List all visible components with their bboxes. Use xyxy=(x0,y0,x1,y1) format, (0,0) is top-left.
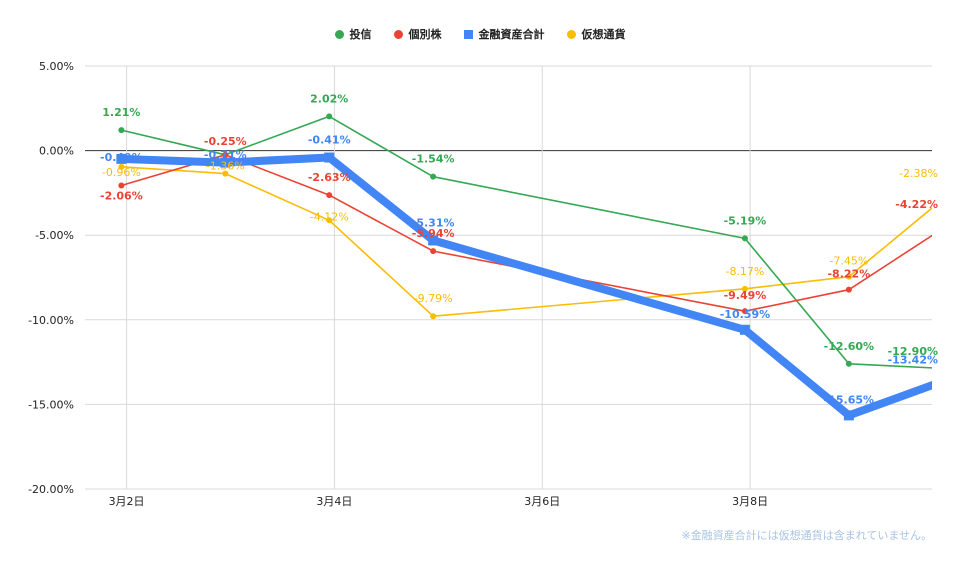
y-tick-label: 0.00% xyxy=(39,145,74,158)
data-label: -0.71% xyxy=(204,149,247,162)
data-label: -0.41% xyxy=(308,134,351,147)
data-label: -10.59% xyxy=(720,308,770,321)
data-label: -12.90% xyxy=(888,345,938,358)
data-point xyxy=(430,173,437,180)
data-point xyxy=(326,217,333,224)
data-point xyxy=(222,170,229,177)
legend-label-toushin: 投信 xyxy=(349,28,372,41)
data-label: 1.21% xyxy=(102,106,140,119)
legend-marker-kinyu-total xyxy=(463,29,473,39)
data-label: -8.17% xyxy=(725,265,764,278)
data-label: -1.54% xyxy=(412,153,455,166)
data-label: -9.79% xyxy=(414,292,453,305)
legend-label-kinyu-total: 金融資産合計 xyxy=(478,28,545,41)
data-point xyxy=(845,286,852,293)
data-point xyxy=(326,113,333,120)
data-label: -1.36% xyxy=(206,160,245,173)
x-tick-label: 3月8日 xyxy=(732,495,768,508)
series-line-1 xyxy=(121,154,932,313)
data-label: -5.31% xyxy=(412,216,455,229)
data-label: -12.60% xyxy=(824,340,874,353)
data-label: -2.38% xyxy=(899,167,938,180)
data-point xyxy=(845,360,852,367)
footnote: ※金融資産合計には仮想通貨は含まれていません。 xyxy=(681,529,932,542)
data-label: -8.22% xyxy=(827,268,870,281)
data-point xyxy=(845,273,852,280)
data-point xyxy=(116,153,127,164)
data-label: -9.49% xyxy=(724,289,767,302)
data-label: -15.65% xyxy=(824,393,874,406)
data-point xyxy=(326,192,333,199)
data-point xyxy=(118,182,125,189)
data-label: -2.63% xyxy=(308,171,351,184)
y-tick-label: -10.00% xyxy=(28,314,74,327)
data-point xyxy=(950,366,956,372)
data-point xyxy=(741,285,748,292)
data-point xyxy=(118,127,125,134)
data-point xyxy=(948,373,958,383)
data-label: -0.25% xyxy=(204,135,247,148)
legend-item-toushin[interactable]: 投信 xyxy=(334,26,372,42)
x-tick-label: 3月4日 xyxy=(316,495,352,508)
data-label: 2.02% xyxy=(310,92,348,105)
data-point xyxy=(220,157,231,168)
legend-item-kinyu-total[interactable]: 金融資産合計 xyxy=(463,26,545,42)
data-point xyxy=(741,235,748,242)
x-tick-label: 3月6日 xyxy=(524,495,560,508)
data-point xyxy=(118,163,125,170)
data-point xyxy=(324,152,335,163)
data-point xyxy=(950,188,956,194)
data-point xyxy=(950,219,956,225)
legend: 投信 個別株 金融資産合計 仮想通貨 xyxy=(0,26,960,42)
x-tick-label: 3月2日 xyxy=(109,495,145,508)
data-label: -4.12% xyxy=(310,210,349,223)
legend-label-kobetsukabu: 個別株 xyxy=(408,28,442,41)
data-label-layer: 1.21% 2.02% -1.54% -5.19% -12.60% -12.90% -2.0… xyxy=(100,92,938,406)
legend-item-kasou[interactable]: 仮想通貨 xyxy=(566,26,626,42)
data-point xyxy=(430,248,437,255)
data-label: -0.49% xyxy=(100,151,143,164)
grid-layer xyxy=(85,65,932,490)
data-label: -5.19% xyxy=(724,214,767,227)
legend-item-kobetsukabu[interactable]: 個別株 xyxy=(393,26,442,42)
data-point xyxy=(430,313,437,320)
series-line-2 xyxy=(121,153,932,420)
data-label: -13.42% xyxy=(888,354,938,367)
legend-marker-kasou xyxy=(566,29,576,39)
tick-layer: 5.00% 0.00% -5.00% -10.00% -15.00% -20.00% 3月2… xyxy=(28,60,768,508)
y-tick-label: -5.00% xyxy=(35,229,74,242)
data-point xyxy=(843,410,854,421)
y-tick-label: 5.00% xyxy=(39,60,74,73)
data-label: -5.94% xyxy=(412,227,455,240)
series-layer xyxy=(116,113,958,421)
legend-marker-toushin xyxy=(334,29,344,39)
data-label: -4.22% xyxy=(895,198,938,211)
data-point xyxy=(741,308,748,315)
data-point xyxy=(222,151,229,158)
data-label: -0.96% xyxy=(102,166,141,179)
y-tick-label: -15.00% xyxy=(28,398,74,411)
data-point xyxy=(428,235,439,246)
legend-marker-kobetsukabu xyxy=(393,29,403,39)
data-point xyxy=(739,324,750,335)
data-label: -2.06% xyxy=(100,189,143,202)
data-label: -7.45% xyxy=(829,255,868,268)
y-tick-label: -20.00% xyxy=(28,483,74,496)
legend-label-kasou: 仮想通貨 xyxy=(581,28,626,41)
